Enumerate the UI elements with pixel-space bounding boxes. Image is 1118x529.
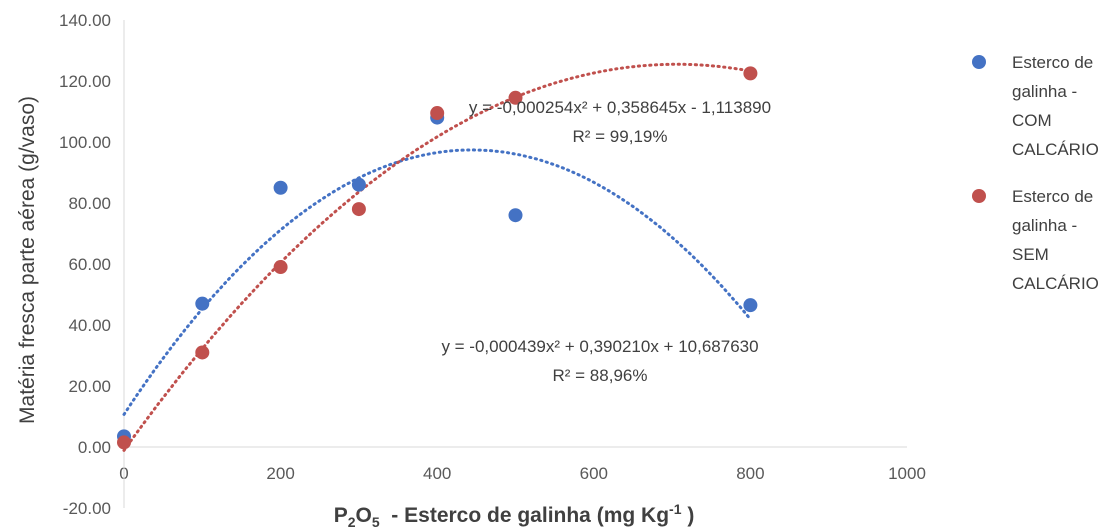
- x-tick-label: 400: [423, 464, 451, 483]
- legend-label-line: galinha -: [1012, 82, 1077, 101]
- y-tick-label: 140.00: [59, 11, 111, 30]
- y-tick-labels: -20.00 0.00 20.00 40.00 60.00 80.00 100.00 120.…: [59, 11, 111, 518]
- legend-marker-com-calcario: [972, 55, 986, 69]
- y-tick-label: 0.00: [78, 438, 111, 457]
- data-point-series-0: [351, 177, 366, 192]
- legend-label-line: CALCÁRIO: [1012, 140, 1099, 159]
- legend-label-line: Esterco de: [1012, 53, 1093, 72]
- legend-item-sem-calcario: Esterco de galinha - SEM CALCÁRIO: [972, 187, 1099, 293]
- legend-label-line: Esterco de: [1012, 187, 1093, 206]
- y-tick-label: 80.00: [68, 194, 111, 213]
- legend-label-line: CALCÁRIO: [1012, 274, 1099, 293]
- legend-label-line: COM: [1012, 111, 1052, 130]
- y-tick-label: -20.00: [63, 499, 111, 518]
- x-axis-title: P2O5 - Esterco de galinha (mg Kg-1 ): [334, 501, 695, 529]
- r2-com-calcario: R² = 88,96%: [553, 366, 648, 385]
- data-point-series-0: [273, 180, 288, 195]
- data-point-series-1: [743, 66, 758, 81]
- legend-marker-sem-calcario: [972, 189, 986, 203]
- y-axis-title: Matéria fresca parte aérea (g/vaso): [16, 96, 39, 424]
- trendlines: [122, 62, 752, 452]
- trendline-series-1: [122, 62, 752, 452]
- data-point-series-1: [430, 106, 445, 121]
- data-point-series-1: [195, 345, 210, 360]
- legend: Esterco de galinha - COM CALCÁRIO Esterc…: [972, 53, 1099, 293]
- data-point-series-0: [195, 296, 210, 311]
- legend-label-line: SEM: [1012, 245, 1049, 264]
- y-tick-label: 40.00: [68, 316, 111, 335]
- x-tick-label: 1000: [888, 464, 926, 483]
- y-tick-label: 60.00: [68, 255, 111, 274]
- equation-com-calcario: y = -0,000439x² + 0,390210x + 10,687630: [441, 337, 758, 356]
- data-point-series-1: [117, 435, 131, 450]
- x-tick-labels: 0 200 400 600 800 1000: [119, 464, 926, 483]
- x-tick-label: 200: [266, 464, 294, 483]
- data-point-series-1: [351, 202, 366, 217]
- x-tick-label: 800: [736, 464, 764, 483]
- y-tick-label: 20.00: [68, 377, 111, 396]
- data-point-series-0: [508, 208, 523, 223]
- legend-item-com-calcario: Esterco de galinha - COM CALCÁRIO: [972, 53, 1099, 159]
- r2-sem-calcario: R² = 99,19%: [573, 127, 668, 146]
- y-tick-label: 120.00: [59, 72, 111, 91]
- trendline-series-0: [122, 148, 752, 416]
- x-tick-label: 600: [580, 464, 608, 483]
- data-point-series-1: [273, 260, 288, 275]
- data-point-series-1: [508, 90, 523, 105]
- equation-sem-calcario: y = -0,000254x² + 0,358645x - 1,113890: [469, 98, 771, 117]
- data-point-series-0: [743, 298, 758, 313]
- y-tick-label: 100.00: [59, 133, 111, 152]
- data-points: [117, 66, 758, 450]
- legend-label-line: galinha -: [1012, 216, 1077, 235]
